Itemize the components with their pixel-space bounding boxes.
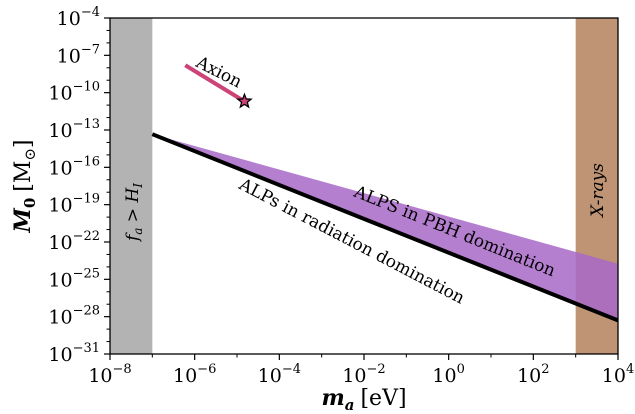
xray-region-label: X-rays — [588, 163, 608, 219]
y-axis-label: M0 [M⊙] — [10, 139, 39, 233]
x-tick-base: 10 — [602, 365, 626, 387]
x-tick-label: 10−6 — [173, 362, 216, 387]
y-tick-exp: −25 — [73, 266, 100, 281]
fa-region-label-hsub: I — [131, 183, 145, 189]
x-tick-label: 104 — [602, 362, 634, 387]
y-tick-base: 10 — [48, 269, 72, 291]
x-tick-exp: 2 — [541, 362, 549, 377]
y-tick-exp: −13 — [73, 117, 100, 132]
x-tick-exp: −8 — [113, 362, 132, 377]
x-tick-base: 10 — [342, 365, 366, 387]
y-tick-exp: −22 — [73, 229, 100, 244]
y-axis-label-main: M — [10, 208, 36, 234]
fa-region-label-fsub: a — [131, 228, 145, 235]
x-tick-label: 10−4 — [258, 362, 301, 387]
axis-ticks: 10−8 10−6 10−4 10−2 100 102 10410−410−710−1010… — [48, 5, 634, 387]
y-tick-label: 10−7 — [57, 42, 100, 67]
y-tick-exp: −10 — [73, 80, 100, 95]
fa-exclusion-band — [110, 18, 153, 354]
x-tick-label: 10−2 — [342, 362, 385, 387]
y-axis-label-unit-close: ] — [11, 139, 36, 148]
x-tick-label: 100 — [432, 362, 464, 387]
fa-region-label-gt: > — [123, 203, 143, 228]
fa-region-label: fa > HI — [123, 183, 145, 243]
x-tick-base: 10 — [88, 365, 112, 387]
axion-star-icon — [236, 92, 253, 109]
x-tick-label: 10−8 — [88, 362, 131, 387]
axion-line — [184, 63, 246, 104]
y-tick-base: 10 — [48, 195, 72, 217]
y-tick-label: 10−31 — [48, 341, 100, 366]
y-tick-base: 10 — [48, 344, 72, 366]
x-tick-base: 10 — [517, 365, 541, 387]
x-axis-label-sub: a — [345, 396, 355, 414]
lines — [151, 63, 618, 323]
y-tick-exp: −19 — [73, 192, 100, 207]
y-tick-base: 10 — [48, 120, 72, 142]
x-tick-exp: 4 — [626, 362, 634, 377]
y-tick-label: 10−10 — [48, 80, 100, 105]
y-tick-base: 10 — [57, 8, 81, 30]
fa-region-label-f: f — [123, 232, 143, 243]
x-tick-exp: −4 — [282, 362, 301, 377]
y-tick-exp: −7 — [81, 42, 100, 57]
x-tick-base: 10 — [173, 365, 197, 387]
markers — [236, 92, 253, 109]
y-tick-label: 10−28 — [48, 304, 100, 329]
x-tick-exp: 0 — [457, 362, 465, 377]
y-axis-label-unit-sub: ⊙ — [21, 148, 39, 161]
x-axis-label-main: m — [321, 385, 344, 411]
y-tick-base: 10 — [48, 83, 72, 105]
y-tick-base: 10 — [48, 307, 72, 329]
exclusion-regions — [110, 18, 618, 354]
x-tick-exp: −6 — [197, 362, 216, 377]
y-tick-label: 10−22 — [48, 229, 100, 254]
x-tick-exp: −2 — [367, 362, 386, 377]
y-tick-label: 10−13 — [48, 117, 100, 142]
x-axis-label: ma [eV] — [321, 385, 406, 414]
y-tick-label: 10−25 — [48, 266, 100, 291]
y-tick-base: 10 — [48, 157, 72, 179]
y-tick-exp: −31 — [73, 341, 100, 356]
y-tick-base: 10 — [57, 45, 81, 67]
y-tick-label: 10−16 — [48, 154, 100, 179]
x-tick-base: 10 — [258, 365, 282, 387]
fa-region-label-h: H — [123, 187, 143, 204]
y-tick-exp: −4 — [81, 5, 100, 20]
x-tick-label: 102 — [517, 362, 549, 387]
y-tick-base: 10 — [48, 232, 72, 254]
y-tick-exp: −28 — [73, 304, 100, 319]
y-tick-label: 10−4 — [57, 5, 100, 30]
y-axis-label-sub: 0 — [21, 198, 39, 208]
x-tick-base: 10 — [432, 365, 456, 387]
x-axis-label-unit: [eV] — [360, 386, 406, 411]
y-axis-label-unit: [M — [11, 161, 36, 192]
radiation-domination-line — [151, 132, 618, 323]
y-tick-label: 10−19 — [48, 192, 100, 217]
y-tick-exp: −16 — [73, 154, 100, 169]
